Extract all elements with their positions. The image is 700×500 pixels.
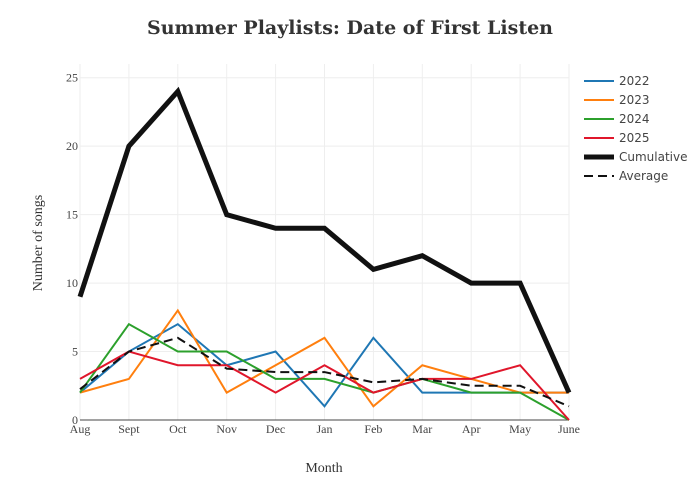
x-tick-labels: Aug Sept Oct Nov Dec Jan Feb Mar Apr May June	[70, 422, 580, 436]
y-tick-label: 15	[66, 208, 78, 222]
x-tick-label: Oct	[169, 422, 187, 436]
series-line-average	[79, 336, 570, 408]
y-axis-title: Number of songs	[31, 195, 46, 291]
legend-label: 2025	[619, 131, 650, 145]
x-tick-label: Apr	[462, 422, 481, 436]
series-line-2023	[79, 308, 569, 408]
x-tick-label: Aug	[70, 422, 91, 436]
x-tick-label: Mar	[412, 422, 432, 436]
y-tick-label: 5	[72, 345, 78, 359]
legend-label: 2024	[619, 112, 650, 126]
legend-item-2022[interactable]: 2022	[584, 74, 650, 88]
x-axis-title: Month	[305, 461, 342, 476]
grid-layer	[79, 64, 570, 420]
x-tick-label: June	[558, 422, 580, 436]
legend-label: 2023	[619, 93, 650, 107]
series-line-2024	[79, 322, 570, 421]
y-tick-label: 20	[66, 139, 78, 153]
x-tick-label: Nov	[216, 422, 237, 436]
series-line-cumulative	[77, 86, 572, 394]
legend[interactable]: 2022 2023 2024 2025 Cumulative Average	[584, 74, 688, 183]
chart-title: Summer Playlists: Date of First Listen	[147, 17, 553, 39]
series-layer	[77, 86, 572, 421]
x-tick-label: Dec	[266, 422, 285, 436]
series-line-2025	[79, 350, 570, 421]
legend-item-2024[interactable]: 2024	[584, 112, 650, 126]
x-tick-label: Jan	[317, 422, 333, 436]
y-tick-label: 0	[72, 413, 78, 427]
legend-label: Cumulative	[619, 150, 688, 164]
x-tick-label: Sept	[118, 422, 140, 436]
legend-item-cumulative[interactable]: Cumulative	[584, 150, 688, 164]
legend-item-2023[interactable]: 2023	[584, 93, 650, 107]
legend-label: Average	[619, 169, 668, 183]
y-tick-labels: 0 5 10 15 20 25	[66, 71, 78, 427]
x-tick-label: Feb	[364, 422, 382, 436]
x-tick-label: May	[509, 422, 531, 436]
legend-label: 2022	[619, 74, 650, 88]
legend-item-2025[interactable]: 2025	[584, 131, 650, 145]
legend-item-average[interactable]: Average	[584, 169, 668, 183]
y-tick-label: 10	[66, 276, 78, 290]
y-tick-label: 25	[66, 71, 78, 85]
